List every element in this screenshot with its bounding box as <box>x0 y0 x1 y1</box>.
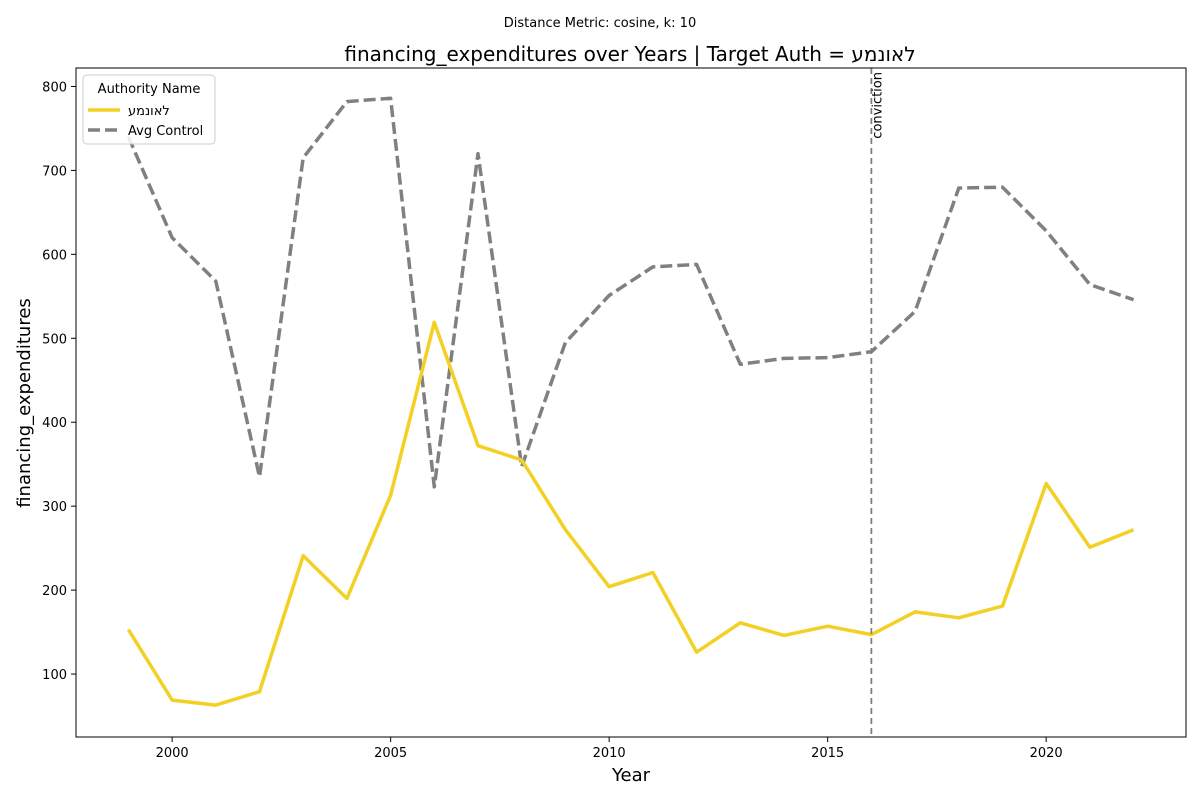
x-tick-label: 2015 <box>811 746 844 761</box>
y-tick-label: 300 <box>42 500 67 515</box>
y-tick-label: 500 <box>42 332 67 347</box>
chart-subtitle: Distance Metric: cosine, k: 10 <box>504 16 696 31</box>
legend: Authority Name לאונמע Avg Control <box>82 74 216 145</box>
plot-area: conviction <box>126 68 1135 737</box>
y-tick-label: 200 <box>42 584 67 599</box>
y-tick-label: 100 <box>42 668 67 683</box>
y-tick-label: 700 <box>42 164 67 179</box>
x-tick-label: 2005 <box>374 746 407 761</box>
legend-label-target: לאונמע <box>128 104 170 119</box>
legend-frame <box>82 74 216 145</box>
series-line-target <box>126 320 1135 707</box>
x-tick-label: 2010 <box>593 746 626 761</box>
y-axis: 100 200 300 400 500 600 700 800 <box>42 80 76 683</box>
series-line-avg-control <box>126 96 1135 489</box>
chart-title: financing_expenditures over Years | Targ… <box>344 42 915 66</box>
plot-frame <box>75 67 1187 738</box>
x-tick-label: 2000 <box>156 746 189 761</box>
y-tick-label: 600 <box>42 248 67 263</box>
y-tick-label: 800 <box>42 80 67 95</box>
y-axis-title: financing_expenditures <box>14 298 35 508</box>
x-tick-label: 2020 <box>1030 746 1063 761</box>
y-tick-label: 400 <box>42 416 67 431</box>
x-axis-title: Year <box>611 765 651 786</box>
conviction-label: conviction <box>870 72 885 139</box>
x-axis: 2000 2005 2010 2015 2020 <box>156 737 1063 761</box>
legend-label-avg-control: Avg Control <box>128 124 203 139</box>
legend-title: Authority Name <box>98 82 201 97</box>
